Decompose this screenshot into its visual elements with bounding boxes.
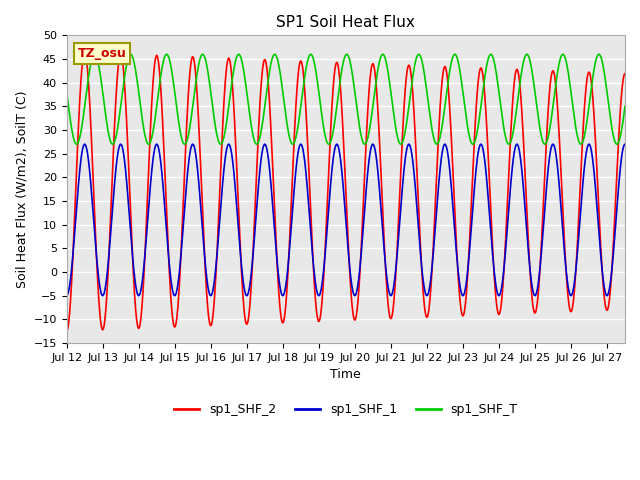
sp1_SHF_T	[63, 89, 70, 95]
X-axis label: Time: Time	[330, 368, 361, 381]
sp1_SHF_1	[605, 289, 612, 295]
Line: sp1_SHF_T: sp1_SHF_T	[67, 54, 625, 144]
sp1_SHF_1	[63, 293, 70, 299]
sp1_SHF_1	[585, 141, 593, 147]
sp1_SHF_T	[605, 103, 612, 109]
sp1_SHF_1	[605, 288, 613, 294]
sp1_SHF_2	[81, 50, 88, 56]
sp1_SHF_T	[621, 104, 629, 109]
sp1_SHF_T	[613, 141, 621, 147]
sp1_SHF_T	[335, 91, 342, 96]
sp1_SHF_2	[320, 275, 328, 281]
sp1_SHF_T	[91, 51, 99, 57]
sp1_SHF_2	[92, 230, 99, 236]
sp1_SHF_2	[335, 65, 342, 71]
sp1_SHF_2	[605, 300, 613, 305]
sp1_SHF_2	[605, 301, 612, 307]
sp1_SHF_2	[503, 217, 511, 223]
sp1_SHF_T	[320, 125, 328, 131]
Y-axis label: Soil Heat Flux (W/m2), SoilT (C): Soil Heat Flux (W/m2), SoilT (C)	[15, 90, 28, 288]
Legend: sp1_SHF_2, sp1_SHF_1, sp1_SHF_T: sp1_SHF_2, sp1_SHF_1, sp1_SHF_T	[169, 398, 523, 421]
sp1_SHF_T	[503, 138, 511, 144]
sp1_SHF_1	[319, 270, 327, 276]
sp1_SHF_1	[621, 141, 629, 147]
sp1_SHF_T	[605, 106, 613, 111]
sp1_SHF_1	[502, 238, 510, 244]
Title: SP1 Soil Heat Flux: SP1 Soil Heat Flux	[276, 15, 415, 30]
sp1_SHF_T	[92, 52, 99, 58]
Text: TZ_osu: TZ_osu	[78, 47, 127, 60]
sp1_SHF_2	[621, 71, 629, 76]
Line: sp1_SHF_2: sp1_SHF_2	[67, 53, 625, 331]
Line: sp1_SHF_1: sp1_SHF_1	[67, 144, 625, 296]
sp1_SHF_2	[63, 328, 70, 334]
sp1_SHF_1	[334, 144, 342, 149]
sp1_SHF_1	[92, 236, 99, 242]
